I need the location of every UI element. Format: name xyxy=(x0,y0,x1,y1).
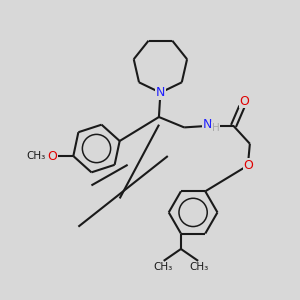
Text: H: H xyxy=(212,123,220,133)
Text: CH₃: CH₃ xyxy=(26,151,45,161)
Text: N: N xyxy=(203,118,212,131)
Text: O: O xyxy=(243,159,253,172)
Text: N: N xyxy=(156,86,165,99)
Text: O: O xyxy=(239,95,249,108)
Text: CH₃: CH₃ xyxy=(189,262,208,272)
Text: O: O xyxy=(47,149,57,163)
Text: CH₃: CH₃ xyxy=(154,262,173,272)
